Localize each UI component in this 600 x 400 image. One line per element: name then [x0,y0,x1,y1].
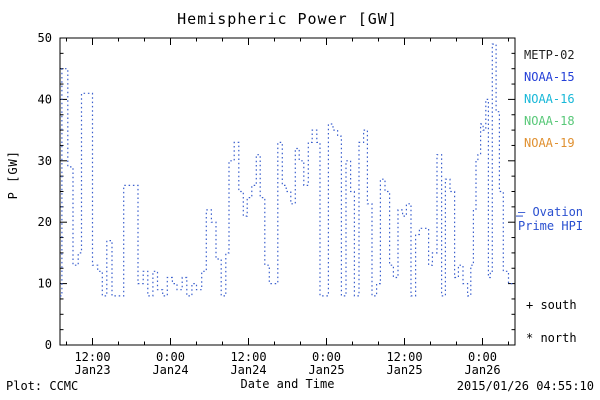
chart-title: Hemispheric Power [GW] [177,10,398,28]
legend-item: METP-02 [524,48,575,62]
ovation-hpi-line1: — Ovation [518,205,584,219]
legend-item: NOAA-16 [524,92,575,106]
svg-text:Jan25: Jan25 [386,363,422,377]
legend-item: NOAA-18 [524,114,575,128]
plot-timestamp: 2015/01/26 04:55:10 [456,379,594,393]
ovation-hpi-label: — Ovation Prime HPI [518,205,583,233]
svg-text:12:00: 12:00 [74,350,110,364]
svg-text:0: 0 [45,338,52,352]
svg-text:Jan23: Jan23 [74,363,110,377]
svg-text:20: 20 [38,215,52,229]
north-marker-label: * north [526,331,577,345]
svg-text:12:00: 12:00 [230,350,266,364]
legend-item: NOAA-19 [524,136,575,150]
svg-text:50: 50 [38,31,52,45]
svg-text:0:00: 0:00 [312,350,341,364]
x-axis-label: Date and Time [240,377,335,391]
south-marker-label: + south [526,298,577,312]
svg-text:12:00: 12:00 [386,350,422,364]
ovation-hpi-line2: Prime HPI [518,219,584,233]
svg-text:0:00: 0:00 [468,350,497,364]
plot-source-label: Plot: CCMC [6,379,79,393]
svg-text:Jan26: Jan26 [464,363,500,377]
svg-text:40: 40 [38,92,52,106]
legend-item: NOAA-15 [524,70,575,84]
svg-text:10: 10 [38,277,52,291]
svg-text:Jan24: Jan24 [152,363,188,377]
legend: METP-02 NOAA-15 NOAA-16 NOAA-18 NOAA-19 [524,44,575,154]
svg-text:30: 30 [38,154,52,168]
svg-text:Jan25: Jan25 [308,363,344,377]
svg-text:0:00: 0:00 [156,350,185,364]
svg-text:Jan24: Jan24 [230,363,266,377]
